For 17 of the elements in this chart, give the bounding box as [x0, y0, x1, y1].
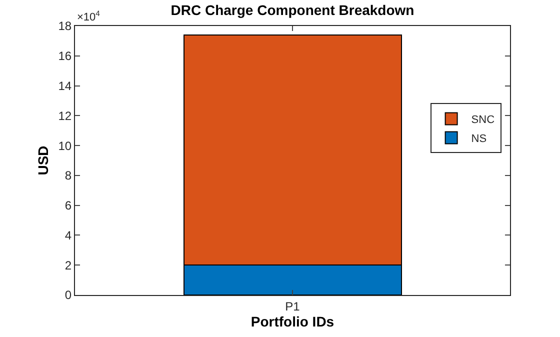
- y-tick-label: 12: [58, 108, 72, 123]
- chart-title: DRC Charge Component Breakdown: [170, 2, 414, 18]
- text: ×10$^{4}$: [77, 9, 101, 24]
- x-tick-label: P1: [285, 299, 300, 314]
- y-tick-label: 6: [64, 198, 72, 213]
- x-axis-title: Portfolio IDs: [250, 313, 334, 330]
- y-axis-title: USD: [34, 146, 51, 176]
- y-tick-label: 4: [64, 228, 72, 242]
- y-tick-label: 18: [58, 19, 72, 34]
- y-tick-label: 8: [64, 168, 72, 183]
- y-tick-label: 0: [64, 288, 72, 302]
- y-tick-label: 10: [58, 138, 72, 153]
- y-tick-label: 14: [58, 78, 72, 93]
- y-tick-label: 16: [58, 49, 72, 64]
- legend-label: NS: [471, 133, 487, 146]
- legend-label: SNC: [471, 114, 495, 126]
- y-tick-label: 2: [64, 258, 72, 272]
